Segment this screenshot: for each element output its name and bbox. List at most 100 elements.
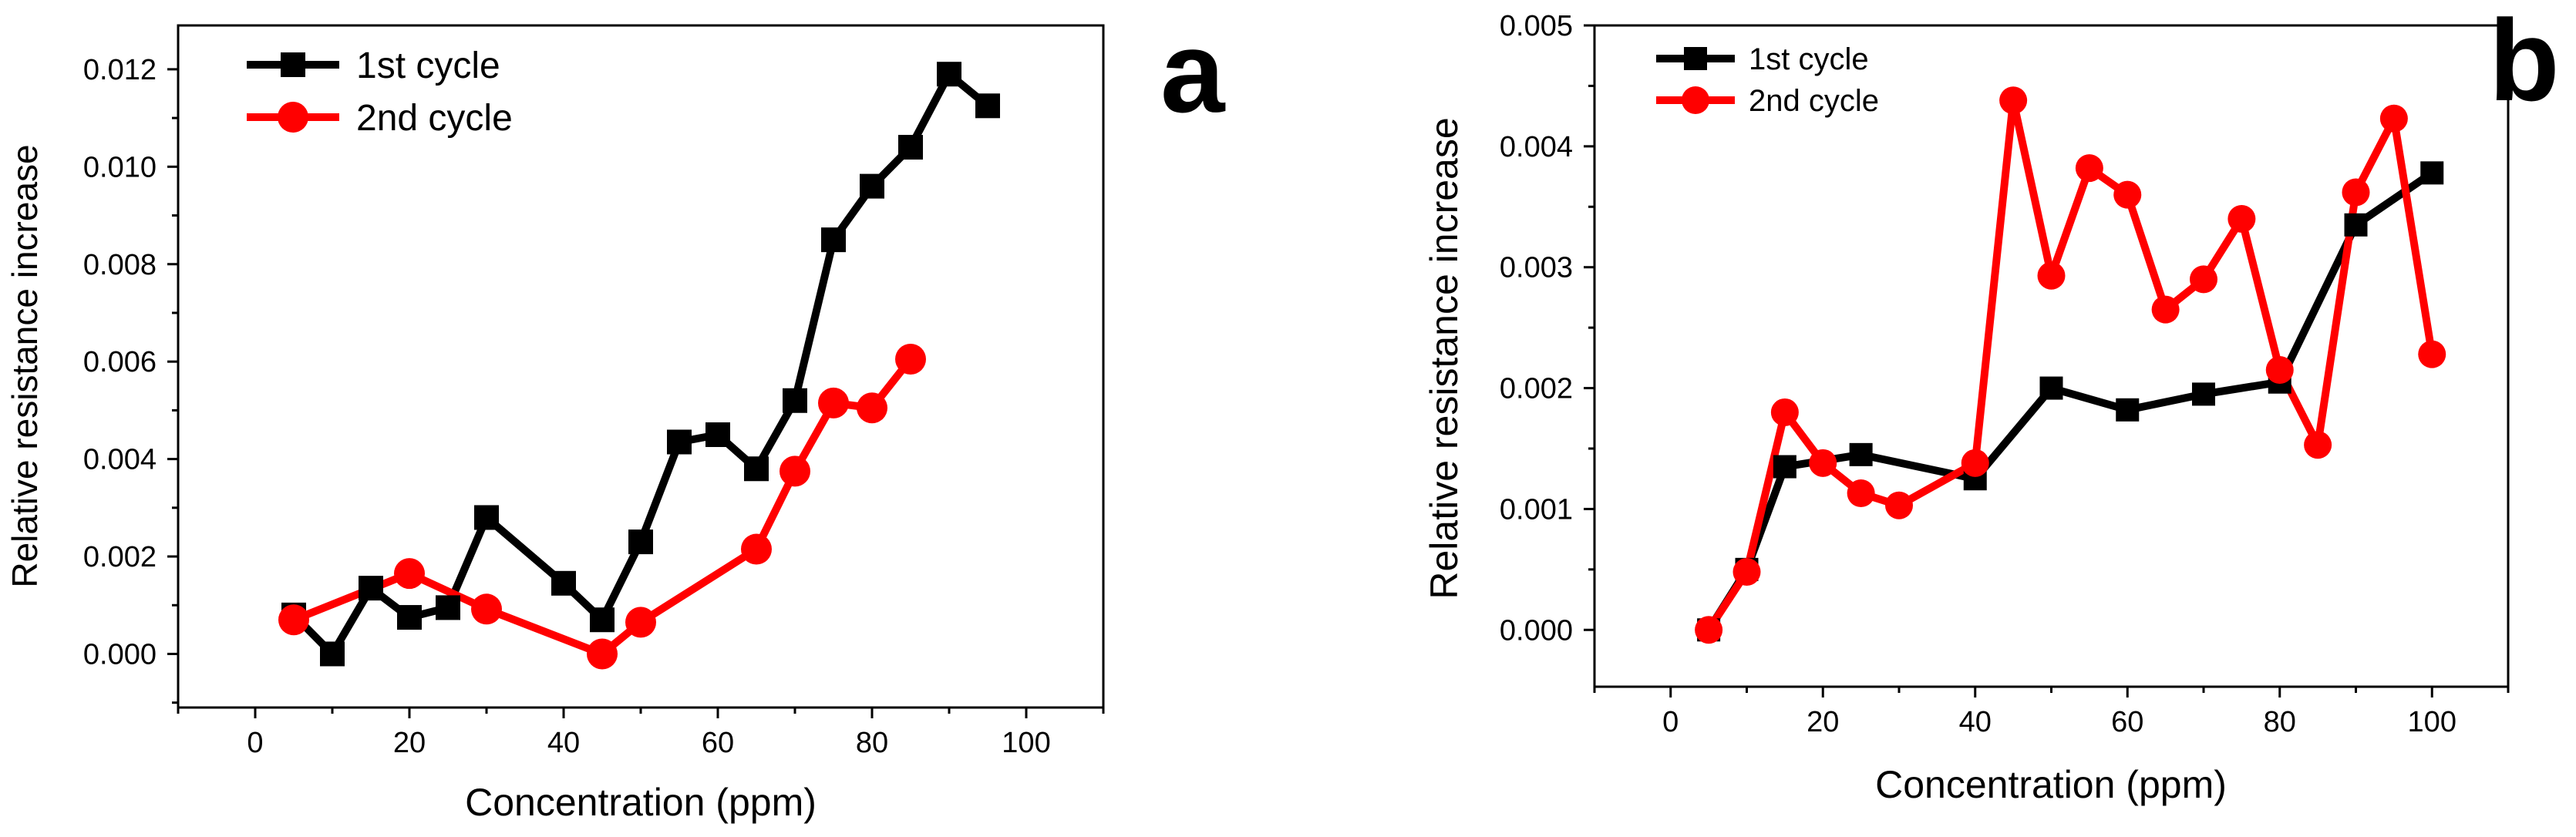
panel-b-point-1st-cycle [2116, 398, 2140, 422]
panel-a-series [278, 62, 1000, 670]
panel-b-point-2nd-cycle [2418, 340, 2446, 368]
panel-b-legend-marker-1st [1684, 47, 1707, 70]
panel-a-point-1st-cycle [359, 576, 383, 601]
panel-b-y-tick-label: 0.002 [1500, 373, 1573, 405]
panel-b-y-axis: 0.000 0.001 0.002 0.003 0.004 0.005 [1500, 10, 1594, 647]
panel-a-point-1st-cycle [898, 135, 923, 160]
panel-a-point-1st-cycle [551, 570, 576, 596]
panel-b-point-2nd-cycle [1732, 557, 1761, 586]
panel-b-series-line-2 [1705, 96, 2436, 634]
panel-b-y-tick-label: 0.001 [1500, 493, 1573, 526]
panel-b-x-axis: 0 20 40 60 80 100 [1593, 687, 2510, 738]
panel-a-point-2nd-cycle [741, 533, 772, 565]
panel-a-y-tick-label: 0.008 [83, 249, 157, 281]
panel-b-x-tick-label: 20 [1807, 706, 1839, 738]
panel-b-point-2nd-cycle [2151, 295, 2180, 324]
panel-b-x-tick-label: 40 [1959, 706, 1992, 738]
panel-b-label: b [2489, 0, 2560, 125]
panel-b-point-1st-cycle [2039, 376, 2063, 400]
panel-b-point-2nd-cycle [1885, 491, 1913, 519]
panel-b-legend-label-2nd: 2nd cycle [1749, 84, 1879, 118]
panel-a-y-tick-label: 0.002 [83, 541, 157, 573]
panel-a-y-tick-label: 0.000 [83, 638, 157, 671]
panel-a-legend-label-2nd: 2nd cycle [356, 98, 513, 139]
panel-a-legend-label-1st: 1st cycle [356, 45, 500, 86]
panel-a-point-1st-cycle [474, 505, 499, 530]
panel-a-point-1st-cycle [320, 641, 345, 667]
panel-a-x-axis-title: Concentration (ppm) [465, 781, 817, 824]
panel-b-point-1st-cycle [1849, 442, 1873, 466]
panel-a-y-axis-title: Relative resistance increase [5, 144, 45, 587]
panel-b-point-2nd-cycle [2379, 104, 2408, 133]
panel-b-series [1695, 86, 2446, 644]
panel-b-point-2nd-cycle [2190, 265, 2217, 294]
panel-a-x-tick-label: 0 [247, 727, 263, 759]
panel-a-x-tick-label: 20 [393, 727, 426, 759]
panel-b-legend-label-1st: 1st cycle [1749, 42, 1869, 76]
panel-b-y-tick-label: 0.000 [1500, 614, 1573, 647]
panel-b-point-2nd-cycle [1847, 479, 1875, 508]
panel-a-point-1st-cycle [667, 429, 692, 455]
panel-a-y-axis: 0.000 0.002 0.004 0.006 0.008 0.010 0.012 [83, 54, 178, 704]
panel-b-point-2nd-cycle [2227, 204, 2256, 233]
chart-panel-a: 0 20 40 60 80 100 0.000 0.002 0.004 0.006 0.008 0.… [5, 7, 1226, 824]
panel-a-y-tick-label: 0.004 [83, 444, 157, 476]
panel-b-point-2nd-cycle [2075, 154, 2103, 183]
panel-b-legend: 1st cycle 2nd cycle [1656, 42, 1879, 118]
panel-b-point-1st-cycle [2192, 382, 2215, 406]
panel-b-x-tick-label: 0 [1662, 706, 1679, 738]
panel-a-plot-area [177, 24, 1105, 709]
panel-a-point-1st-cycle [436, 595, 460, 620]
panel-a-point-2nd-cycle [780, 455, 810, 487]
panel-b-point-2nd-cycle [2304, 431, 2332, 459]
panel-b-point-2nd-cycle [2342, 178, 2370, 207]
panel-b-x-tick-label: 60 [2111, 706, 2143, 738]
panel-a-point-2nd-cycle [394, 558, 425, 590]
panel-b-x-tick-label: 80 [2264, 706, 2296, 738]
panel-a-x-tick-label: 40 [547, 727, 580, 759]
panel-a-legend-marker-2nd [278, 102, 308, 133]
panel-a-point-1st-cycle [821, 227, 846, 253]
panel-a-point-1st-cycle [860, 173, 884, 199]
panel-a-point-1st-cycle [937, 62, 961, 87]
panel-b-legend-marker-2nd [1682, 86, 1709, 114]
panel-a-series-line-2 [290, 355, 914, 658]
panel-b-point-2nd-cycle [2113, 180, 2142, 209]
panel-a-point-1st-cycle [975, 93, 1000, 119]
panel-b-point-2nd-cycle [1961, 449, 1989, 477]
panel-b-point-2nd-cycle [2265, 356, 2294, 385]
panel-a-point-1st-cycle [397, 605, 422, 630]
panel-b-x-axis-title: Concentration (ppm) [1875, 763, 2227, 806]
panel-a-point-1st-cycle [705, 422, 730, 447]
panel-b-point-2nd-cycle [1695, 616, 1723, 644]
panel-b-point-2nd-cycle [2037, 261, 2066, 290]
panel-a-legend-marker-1st [281, 52, 305, 77]
panel-b-x-tick-label: 100 [2408, 706, 2456, 738]
panel-a-x-tick-label: 60 [702, 727, 734, 759]
chart-panel-b: 0 20 40 60 80 100 0.0000.0010.0020.0030.0040.… [1423, 0, 2560, 806]
panel-a-x-axis: 0 20 40 60 80 100 [177, 708, 1105, 759]
panel-a-point-2nd-cycle [895, 344, 926, 375]
panel-a-point-2nd-cycle [625, 607, 656, 638]
panel-a-label: a [1160, 7, 1226, 136]
panel-a-point-1st-cycle [744, 456, 769, 482]
panel-b-point-1st-cycle [2344, 213, 2368, 237]
panel-a-point-1st-cycle [590, 607, 615, 633]
panel-a-y-tick-label: 0.006 [83, 346, 157, 378]
panel-b-point-2nd-cycle [1809, 449, 1837, 477]
panel-a-point-1st-cycle [628, 529, 653, 555]
panel-b-y-axis-title: Relative resistance increase [1423, 117, 1466, 599]
panel-a-point-2nd-cycle [587, 638, 618, 670]
panel-a-y-tick-label: 0.012 [83, 54, 157, 86]
panel-a-point-2nd-cycle [278, 604, 309, 636]
panel-b-y-tick-label: 0.005 [1500, 10, 1573, 42]
panel-a-point-2nd-cycle [471, 593, 502, 625]
panel-a-point-2nd-cycle [857, 392, 887, 424]
panel-a-point-2nd-cycle [818, 387, 849, 418]
panel-a-x-tick-label: 80 [856, 727, 888, 759]
panel-a-point-1st-cycle [783, 388, 807, 413]
panel-b-point-1st-cycle [2420, 161, 2444, 185]
panel-a-x-tick-label: 100 [1002, 727, 1050, 759]
panel-a-legend: 1st cycle 2nd cycle [247, 45, 513, 139]
